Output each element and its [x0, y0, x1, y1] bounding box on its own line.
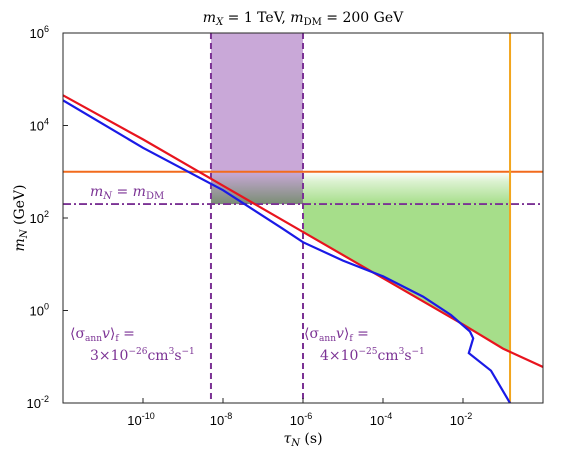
x-ticks: 10-10 10-8 10-6 10-4 10-2 — [127, 398, 472, 428]
x-tick-label: 10-6 — [290, 411, 312, 428]
y-tick-label: 10-2 — [27, 394, 49, 411]
x-tick-label: 10-8 — [210, 411, 232, 428]
y-tick-label: 106 — [30, 24, 49, 41]
x-tick-label: 10-4 — [370, 411, 392, 428]
red-series-line — [63, 94, 543, 368]
y-axis-label: mN (GeV) — [12, 185, 30, 252]
y-tick-label: 104 — [30, 117, 49, 134]
annotation-sigma-right-line2: 4×10−25cm3s−1 — [320, 347, 425, 364]
y-tick-label: 100 — [30, 302, 49, 319]
y-tick-label: 102 — [30, 209, 49, 226]
annotation-sigma-right-line1: ⟨σannv⟩f = — [304, 326, 369, 344]
annotation-mn-equals-mdm: mN = mDM — [90, 184, 164, 202]
blue-series-line — [63, 99, 511, 403]
green-fade-top — [303, 171, 511, 205]
annotation-sigma-left-line1: ⟨σannv⟩f = — [70, 326, 135, 344]
x-tick-label: 10-10 — [127, 411, 154, 428]
x-tick-label: 10-2 — [450, 411, 472, 428]
x-axis-label: τN (s) — [283, 431, 322, 449]
y-ticks: 10-2 100 102 104 106 — [27, 24, 68, 411]
annotation-sigma-left-line2: 3×10−26cm3s−1 — [90, 347, 195, 364]
green-shaded-region — [303, 204, 511, 352]
chart-title: mX = 1 TeV, mDM = 200 GeV — [203, 10, 404, 28]
